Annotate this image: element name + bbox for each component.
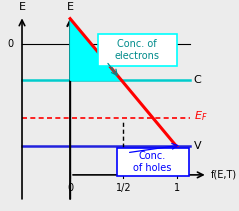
FancyBboxPatch shape [117,148,189,176]
Text: E: E [18,2,26,12]
Text: Conc. of
electrons: Conc. of electrons [115,39,160,61]
Text: Conc.
of holes: Conc. of holes [133,151,172,173]
Text: 0: 0 [67,183,73,193]
FancyBboxPatch shape [98,34,177,66]
Text: C: C [194,75,202,85]
Text: 0: 0 [7,39,13,49]
Text: 1/2: 1/2 [116,183,131,193]
Polygon shape [70,19,121,80]
Text: 1: 1 [174,183,180,193]
Text: V: V [194,142,201,151]
Text: $E_F$: $E_F$ [194,110,207,123]
Text: E: E [67,2,74,12]
Text: f(E,T): f(E,T) [211,170,237,180]
